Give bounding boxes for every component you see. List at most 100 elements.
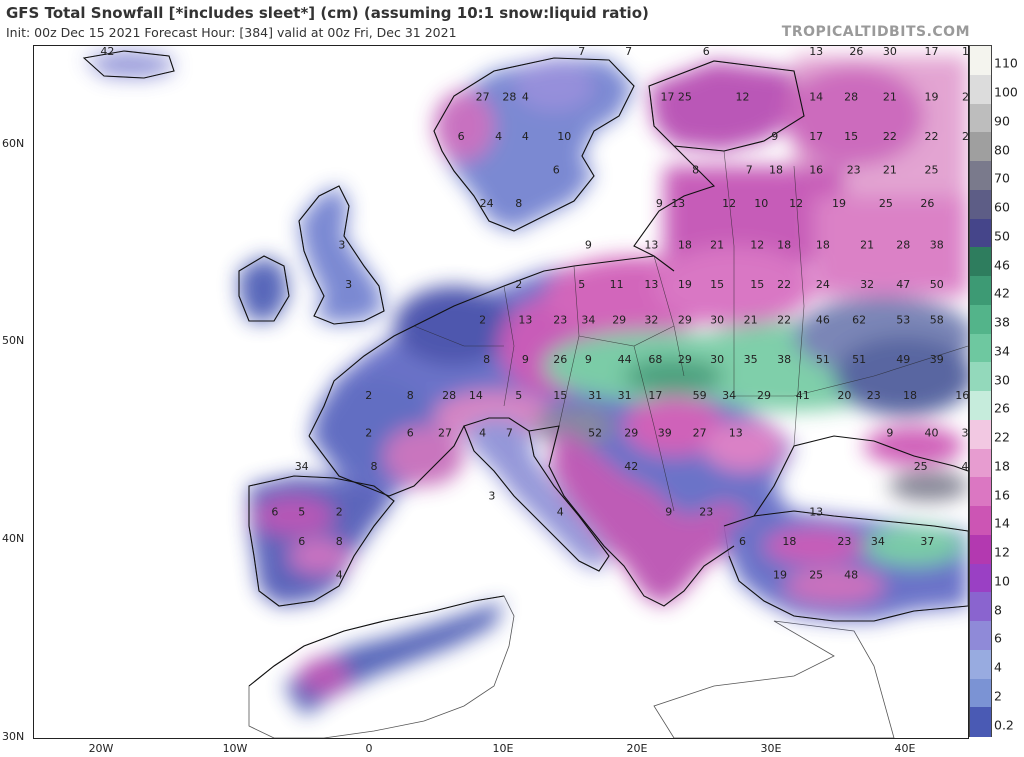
snowfall-value-label: 8 [515,197,522,210]
colorbar-swatch [970,707,991,737]
colorbar-swatch [970,132,991,162]
colorbar-label: 34 [994,343,1010,359]
snowfall-value-label: 15 [553,389,567,402]
snowfall-value-label: 17 [962,46,968,58]
snowfall-value-label: 4 [522,130,529,143]
snowfall-value-label: 18 [777,239,791,252]
snowfall-value-label: 18 [903,389,917,402]
snowfall-value-label: 17 [809,130,823,143]
snowfall-value-label: 25 [678,91,692,104]
colorbar-label: 42 [994,285,1010,301]
snowfall-value-label: 30 [710,353,724,366]
snowfall-value-label: 18 [816,239,830,252]
snowfall-value-label: 49 [896,353,910,366]
colorbar [969,45,992,737]
snowfall-value-label: 24 [816,278,830,291]
colorbar-label: 10 [994,573,1010,589]
colorbar-label: 12 [994,544,1010,560]
snowfall-value-label: 29 [624,426,638,439]
snowfall-value-label: 6 [407,426,414,439]
colorbar-swatch [970,362,991,392]
colorbar-label: 0.2 [994,717,1014,732]
colorbar-swatch [970,477,991,507]
colorbar-swatch [970,678,991,708]
snowfall-shading [84,51,968,716]
snowfall-value-label: 48 [844,569,858,582]
snowfall-value-label: 2 [365,426,372,439]
colorbar-swatch [970,419,991,449]
lon-label-40e: 40E [894,742,916,755]
snowfall-value-label: 20 [837,389,851,402]
snowfall-value-label: 15 [750,278,764,291]
snowfall-value-label: 9 [656,197,663,210]
snowfall-value-label: 22 [883,130,897,143]
lat-label-60n: 60N [2,137,25,150]
snowfall-value-label: 32 [644,314,658,327]
snowfall-value-label: 34 [295,460,309,473]
snowfall-value-label: 18 [769,164,783,177]
colorbar-label: 50 [994,228,1010,244]
colorbar-swatch [970,189,991,219]
snowfall-value-label: 40 [925,426,939,439]
snowfall-value-label: 4 [557,505,564,518]
snowfall-value-label: 6 [458,130,465,143]
snowfall-value-label: 6 [703,46,710,58]
colorbar-label: 110 [994,55,1018,71]
snowfall-value-label: 9 [585,353,592,366]
coastlines [82,50,968,687]
colorbar-swatch [970,304,991,334]
colorbar-swatch [970,276,991,306]
snowfall-value-label: 12 [722,197,736,210]
snowfall-value-label: 4 [495,130,502,143]
snowfall-value-label: 23 [867,389,881,402]
snowfall-value-label: 18 [782,535,796,548]
snowfall-value-label: 52 [588,426,602,439]
snowfall-value-label: 21 [744,314,758,327]
snowfall-value-label: 51 [816,353,830,366]
snowfall-value-label: 8 [483,353,490,366]
snowfall-value-label: 22 [962,130,968,143]
snowfall-value-label: 10 [754,197,768,210]
snowfall-value-label: 35 [744,353,758,366]
colorbar-label: 30 [994,372,1010,387]
snowfall-value-label: 7 [506,426,513,439]
colorbar-swatch [970,563,991,593]
snowfall-value-label: 39 [658,426,672,439]
brand-watermark[interactable]: TROPICALTIDBITS.COM [781,24,970,40]
snowfall-value-label: 28 [502,91,516,104]
snowfall-value-label: 17 [661,91,675,104]
map-title: GFS Total Snowfall [*includes sleet*] (c… [6,4,649,22]
snowfall-value-label: 13 [644,239,658,252]
snowfall-value-label: 3 [345,278,352,291]
snowfall-value-label: 28 [442,389,456,402]
snowfall-value-label: 14 [469,389,483,402]
snowfall-value-label: 9 [585,239,592,252]
colorbar-label: 60 [994,199,1010,215]
snowfall-value-label: 23 [837,535,851,548]
snowfall-value-label: 21 [883,164,897,177]
colorbar-swatch [970,506,991,536]
snowfall-value-label: 11 [610,278,624,291]
snowfall-value-label: 34 [722,389,736,402]
snowfall-value-label: 12 [789,197,803,210]
lat-label-30n: 30N [2,730,25,743]
snowfall-value-label: 3 [488,490,495,503]
snowfall-value-label: 32 [860,278,874,291]
snowfall-value-label: 9 [771,130,778,143]
snowfall-value-label: 42 [624,460,638,473]
snowfall-value-label: 4 [522,91,529,104]
snowfall-value-label: 53 [896,314,910,327]
snowfall-value-label: 59 [693,389,707,402]
snowfall-value-label: 8 [407,389,414,402]
snowfall-value-label: 17 [648,389,662,402]
snowfall-value-label: 13 [729,426,743,439]
snowfall-value-label: 47 [896,278,910,291]
snowfall-value-label: 26 [849,46,863,58]
colorbar-label: 100 [994,84,1018,100]
colorbar-label: 22 [994,429,1010,445]
snowfall-value-label: 13 [671,197,685,210]
colorbar-swatch [970,46,991,76]
snowfall-value-label: 34 [871,535,885,548]
colorbar-swatch [970,218,991,248]
snowfall-value-label: 12 [750,239,764,252]
